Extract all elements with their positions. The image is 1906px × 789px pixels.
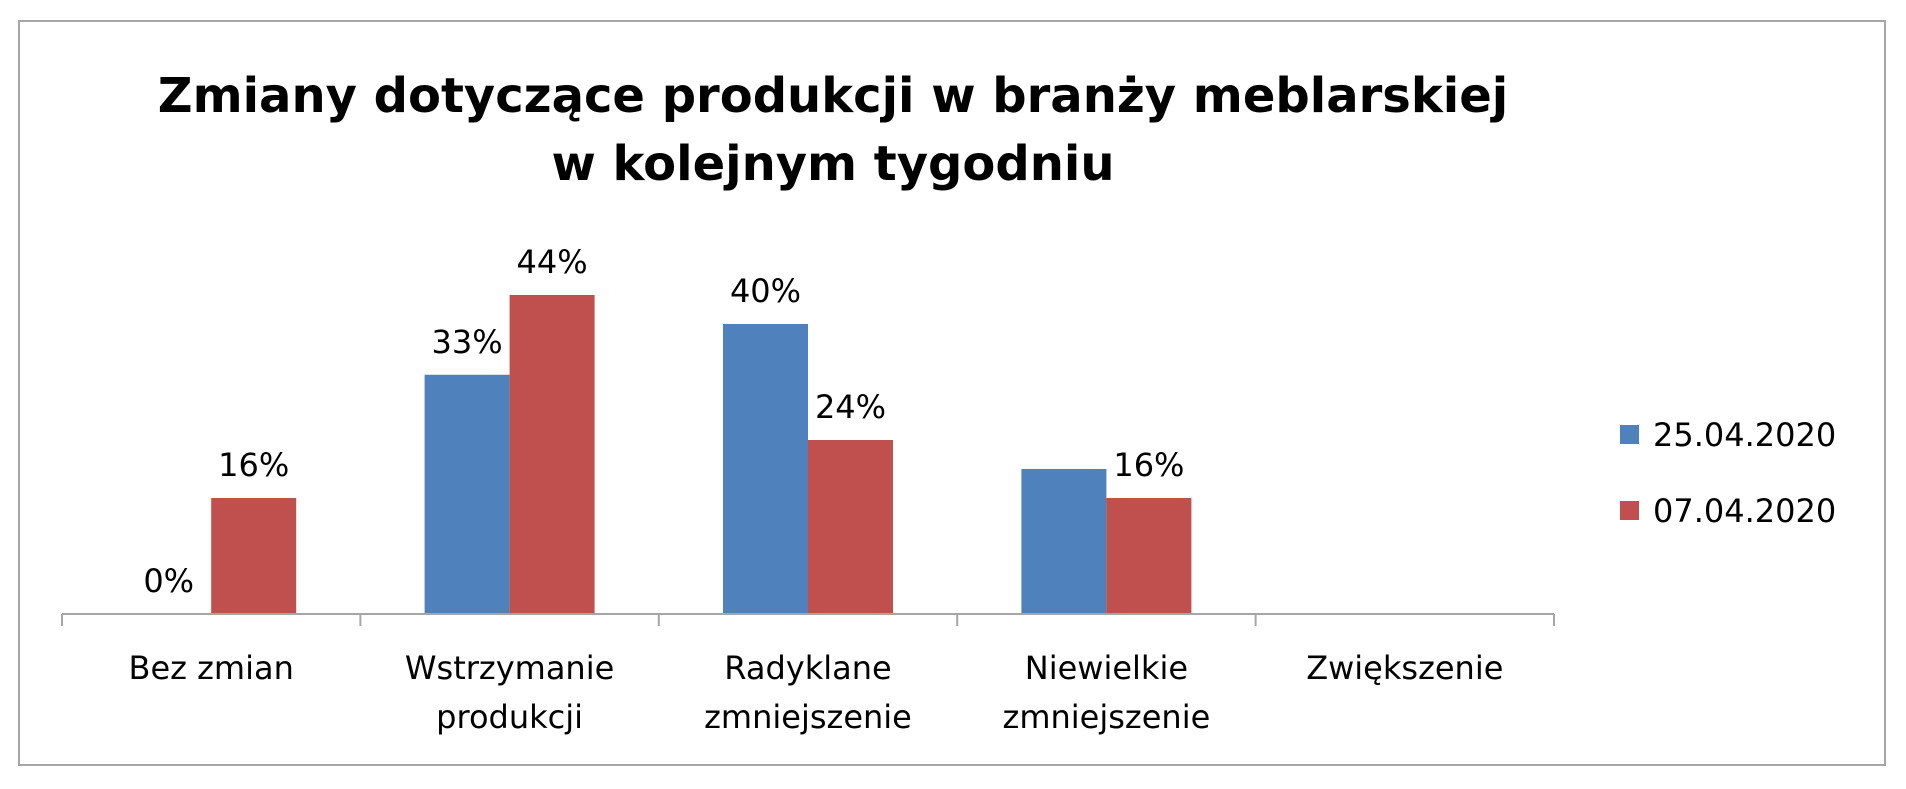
legend-label: 07.04.2020 <box>1653 492 1836 530</box>
data-labels-layer: 0% 33% 40% 16% 44% 24% 16% <box>143 243 1184 600</box>
bar-series-1-cat-4 <box>1021 469 1107 614</box>
bar-series-2-cat-4 <box>1106 498 1192 614</box>
x-tick-label: zmniejszenie <box>704 698 912 736</box>
x-tick-label: Niewielkie <box>1025 649 1188 687</box>
x-tick-label: zmniejszenie <box>1003 698 1211 736</box>
bar-series-1-cat-2 <box>424 374 510 614</box>
x-axis: Bez zmian Wstrzymanie produkcji Radyklane zm… <box>61 613 1555 736</box>
bars-layer <box>211 295 1192 614</box>
chart-title-line-1: Zmiany dotyczące produkcji w branży mebl… <box>158 68 1508 124</box>
data-label: 16% <box>1113 446 1184 484</box>
data-label: 40% <box>730 272 801 310</box>
chart-title: Zmiany dotyczące produkcji w branży mebl… <box>158 68 1508 192</box>
data-label: 16% <box>218 446 289 484</box>
bar-series-1-cat-3 <box>723 324 808 614</box>
chart-frame <box>18 20 1886 766</box>
legend-label: 25.04.2020 <box>1653 416 1836 454</box>
data-label: 0% <box>143 562 194 600</box>
legend-swatch <box>1620 501 1639 520</box>
legend-swatch <box>1620 425 1639 444</box>
data-label: 24% <box>815 388 886 426</box>
x-tick-label: Bez zmian <box>129 649 294 687</box>
x-tick-label: Zwiększenie <box>1306 649 1503 687</box>
x-tick-label: Radyklane <box>724 649 891 687</box>
bar-series-2-cat-2 <box>509 295 595 614</box>
legend: 25.04.2020 07.04.2020 <box>1620 416 1836 530</box>
bar-series-2-cat-3 <box>808 440 893 614</box>
x-tick-label: Wstrzymanie <box>405 649 614 687</box>
data-label: 33% <box>432 323 503 361</box>
x-tick-label: produkcji <box>436 698 583 736</box>
data-label: 44% <box>517 243 588 281</box>
bar-series-2-cat-1 <box>211 498 297 614</box>
chart-title-line-2: w kolejnym tygodniu <box>551 136 1114 192</box>
